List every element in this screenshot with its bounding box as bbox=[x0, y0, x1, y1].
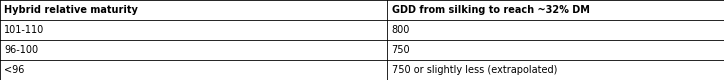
Text: 96-100: 96-100 bbox=[4, 45, 38, 55]
Text: 750 or slightly less (extrapolated): 750 or slightly less (extrapolated) bbox=[392, 65, 557, 75]
Text: 750: 750 bbox=[392, 45, 411, 55]
Text: <96: <96 bbox=[4, 65, 25, 75]
Text: 101-110: 101-110 bbox=[4, 25, 45, 35]
Text: 800: 800 bbox=[392, 25, 410, 35]
Text: GDD from silking to reach ~32% DM: GDD from silking to reach ~32% DM bbox=[392, 5, 589, 15]
Text: Hybrid relative maturity: Hybrid relative maturity bbox=[4, 5, 138, 15]
